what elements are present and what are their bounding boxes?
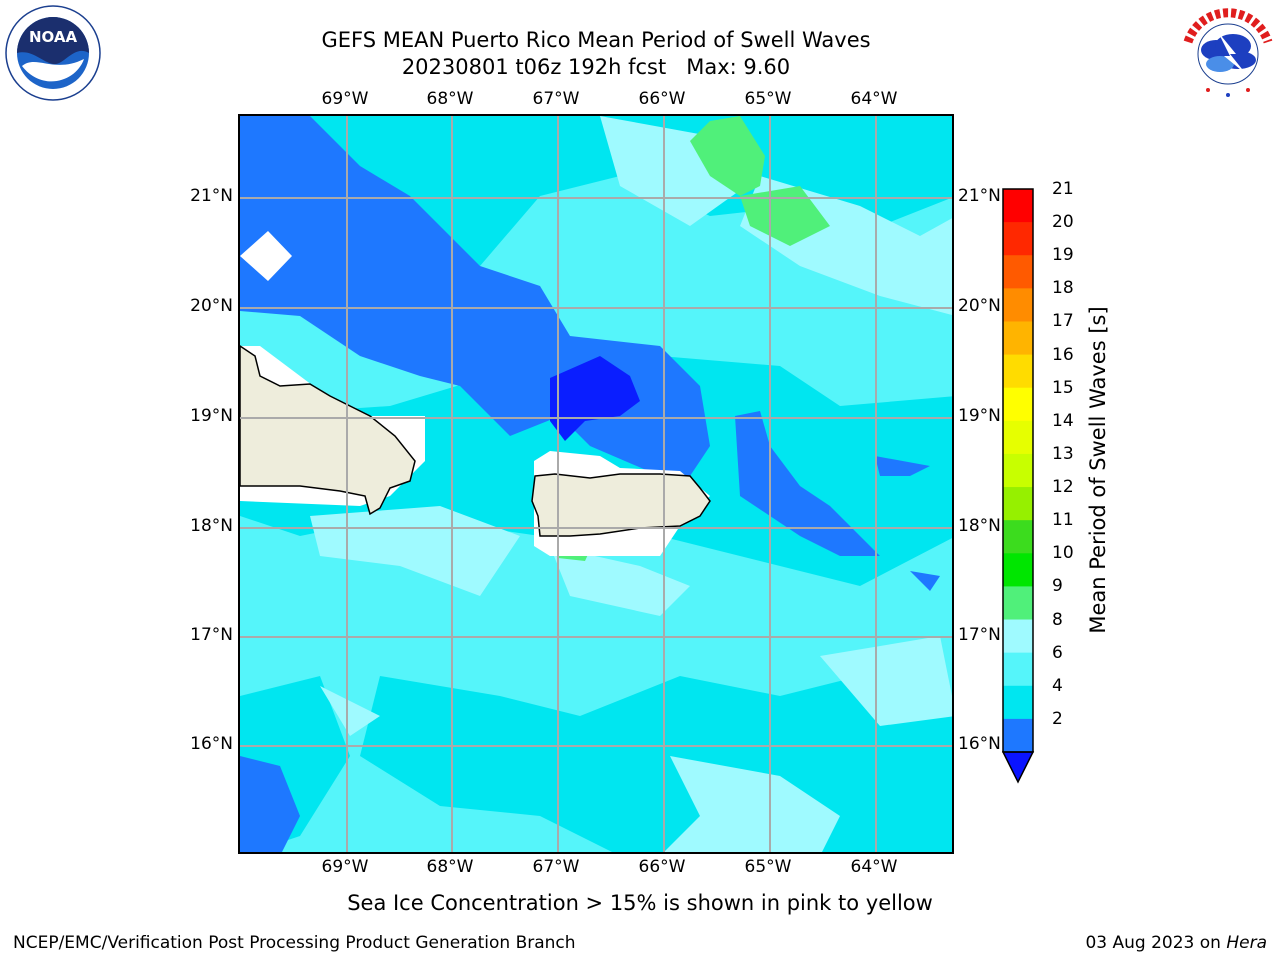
colorbar-swatch — [1003, 387, 1033, 422]
colorbar — [1002, 188, 1035, 784]
colorbar-tick: 19 — [1052, 245, 1074, 266]
noaa-logo-text: NOAA — [29, 28, 78, 46]
colorbar-swatch — [1003, 619, 1033, 654]
lon-label-top: 65°W — [744, 89, 792, 109]
run-date-host: 03 Aug 2023 on Hera — [1085, 933, 1267, 953]
colorbar-swatch — [1003, 718, 1033, 753]
swell-period-map[interactable] — [240, 116, 954, 854]
colorbar-tick: 11 — [1052, 510, 1074, 531]
colorbar-swatch — [1003, 520, 1033, 554]
map-subtitle: 20230801 t06z 192h fcst Max: 9.60 — [401, 55, 791, 79]
lon-label-top: 64°W — [850, 89, 898, 109]
colorbar-tick: 18 — [1052, 278, 1074, 299]
lat-label-right: 18°N — [958, 516, 1001, 536]
producer-credit: NCEP/EMC/Verification Post Processing Pr… — [13, 933, 576, 953]
lat-label-left: 16°N — [190, 734, 233, 754]
colorbar-swatch — [1003, 420, 1033, 455]
colorbar-swatch — [1003, 652, 1033, 687]
lat-label-right: 21°N — [958, 186, 1001, 206]
colorbar-extend-arrow — [1002, 751, 1035, 784]
colorbar-tick: 4 — [1052, 675, 1063, 696]
swell-field-9-10s — [550, 116, 830, 561]
puerto-rico-landmass — [531, 473, 711, 537]
map-panel[interactable] — [238, 114, 954, 854]
lon-label-top: 69°W — [321, 89, 369, 109]
lon-label-top: 66°W — [638, 89, 686, 109]
lon-label-bottom: 66°W — [638, 857, 686, 877]
map-title: GEFS MEAN Puerto Rico Mean Period of Swe… — [321, 28, 871, 52]
colorbar-tick: 8 — [1052, 609, 1063, 630]
colorbar-swatch — [1003, 685, 1033, 720]
colorbar-tick: 20 — [1052, 212, 1074, 233]
lat-label-left: 19°N — [190, 406, 233, 426]
lat-label-right: 19°N — [958, 406, 1001, 426]
colorbar-tick: 12 — [1052, 477, 1074, 498]
colorbar-tick: 14 — [1052, 410, 1074, 431]
lat-label-right: 17°N — [958, 625, 1001, 645]
colorbar-swatch — [1003, 354, 1033, 389]
colorbar-tick: 10 — [1052, 543, 1074, 564]
land-areas — [240, 345, 711, 537]
lon-label-bottom: 65°W — [744, 857, 792, 877]
colorbar-tick: 6 — [1052, 642, 1063, 663]
colorbar-swatch — [1003, 222, 1033, 256]
hispaniola-landmass — [240, 345, 416, 516]
lon-label-bottom: 67°W — [532, 857, 580, 877]
swell-field-below-2s — [550, 356, 640, 441]
lon-label-bottom: 64°W — [850, 857, 898, 877]
colorbar-label: Mean Period of Swell Waves [s] — [1086, 306, 1110, 634]
lat-label-left: 21°N — [190, 186, 233, 206]
sea-ice-note: Sea Ice Concentration > 15% is shown in … — [347, 891, 933, 915]
colorbar-tick: 15 — [1052, 377, 1074, 398]
colorbar-swatch — [1003, 255, 1033, 289]
lat-label-right: 16°N — [958, 734, 1001, 754]
colorbar-tick: 9 — [1052, 576, 1063, 597]
colorbar-tick: 16 — [1052, 344, 1074, 365]
lat-lon-grid — [240, 116, 952, 852]
nws-logo — [1182, 5, 1274, 97]
noaa-logo: NOAA — [5, 5, 101, 101]
lon-label-bottom: 68°W — [426, 857, 474, 877]
host-machine: Hera — [1226, 933, 1267, 953]
lon-label-bottom: 69°W — [321, 857, 369, 877]
lon-label-top: 67°W — [532, 89, 580, 109]
colorbar-swatch — [1003, 321, 1033, 356]
colorbar-swatch — [1003, 189, 1033, 223]
lat-label-left: 18°N — [190, 516, 233, 536]
colorbar-swatch — [1003, 453, 1033, 488]
colorbar-tick: 21 — [1052, 179, 1074, 199]
lon-label-top: 68°W — [426, 89, 474, 109]
colorbar-swatch — [1003, 586, 1033, 621]
lat-label-left: 20°N — [190, 296, 233, 316]
colorbar-swatch — [1003, 288, 1033, 322]
colorbar-swatch — [1003, 487, 1033, 521]
colorbar-tick: 2 — [1052, 708, 1063, 729]
lat-label-left: 17°N — [190, 625, 233, 645]
colorbar-swatch — [1003, 553, 1033, 587]
run-date: 03 Aug 2023 on — [1085, 933, 1221, 953]
colorbar-tick: 17 — [1052, 311, 1074, 332]
colorbar-tick: 13 — [1052, 443, 1074, 464]
lat-label-right: 20°N — [958, 296, 1001, 316]
